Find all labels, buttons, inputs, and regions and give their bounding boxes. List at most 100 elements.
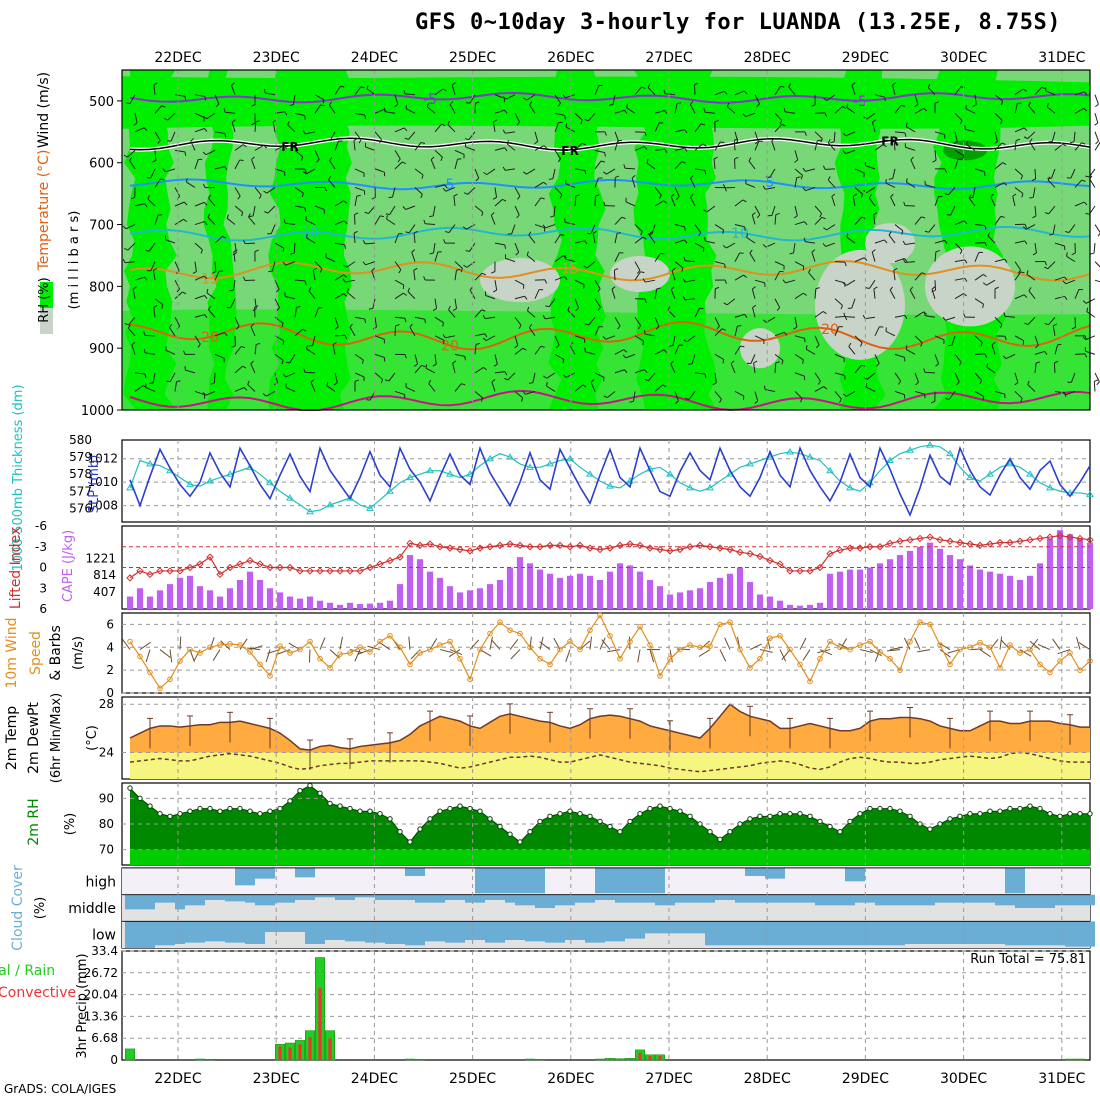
wind-barb	[312, 335, 316, 346]
wind-barb	[486, 168, 496, 176]
wind-barb-flag	[1071, 252, 1076, 256]
wind-barb-flag	[944, 240, 948, 244]
wind-barb	[394, 233, 399, 244]
cape-bar	[186, 575, 194, 609]
wind-barb-flag	[226, 214, 229, 219]
thickness-point	[246, 463, 254, 470]
ylabel-rh: RH (%)	[37, 277, 52, 322]
cape-bar	[1036, 563, 1044, 609]
precip-convective-bar	[328, 1038, 332, 1060]
wind-barb-flag	[475, 342, 481, 345]
wind-barb	[1074, 289, 1080, 299]
rh2m-point	[327, 800, 333, 807]
cape-bar	[816, 602, 824, 609]
wind-barb-flag	[528, 382, 534, 384]
wind-barb	[213, 372, 216, 383]
wind-barb	[153, 307, 156, 318]
surface-wind-barb	[699, 640, 711, 650]
wind-barb-flag	[456, 268, 461, 271]
wind-barb-flag	[333, 382, 338, 386]
wind-barb	[866, 112, 876, 120]
wind-barb-flag	[623, 349, 628, 353]
wind-barb	[694, 242, 705, 249]
wind-barb-flag	[684, 239, 688, 244]
wind-barb	[826, 224, 836, 231]
wind-barb	[774, 261, 785, 267]
precip-convective-bar	[288, 1047, 292, 1060]
cloud-bar	[725, 894, 735, 900]
cloud-bar	[325, 894, 335, 898]
lifted-point	[446, 544, 454, 552]
wind-barb	[1094, 372, 1100, 383]
wind-barb	[1034, 205, 1037, 216]
wind-barb	[1014, 335, 1024, 342]
cloud-bar	[305, 921, 315, 944]
cape-bar	[776, 600, 784, 609]
wind-barb	[574, 168, 585, 171]
wind-speed-point	[287, 650, 293, 656]
cape-bar	[336, 604, 344, 609]
cape-bar	[256, 579, 264, 609]
wind-barb	[1048, 316, 1056, 326]
wind-barb	[894, 390, 905, 396]
lifted-point	[1056, 531, 1064, 540]
cloud-bar	[645, 894, 655, 903]
wind-barb-flag	[371, 196, 376, 200]
wind-barb	[771, 205, 776, 216]
wind-barb-flag	[242, 365, 247, 369]
wind-barb-flag	[263, 190, 268, 194]
wind-barb	[413, 270, 416, 281]
cloud-bar	[865, 894, 875, 903]
wind-barb	[1004, 315, 1016, 318]
wind-barb-flag	[743, 274, 748, 278]
slp-tick-label: 1008	[87, 499, 118, 513]
wind-barb	[354, 316, 365, 320]
wind-barb-flag	[898, 380, 902, 385]
wind-barb	[914, 272, 923, 281]
wind-barb-flag	[920, 342, 923, 347]
cloud-bar	[175, 894, 185, 910]
y-tick-label: 800	[89, 280, 114, 295]
isotherm-label: -5	[423, 92, 437, 108]
cloud-bar	[835, 894, 845, 906]
rh-legend-swatch-dry	[40, 308, 53, 334]
wind-barb-flag	[362, 261, 366, 266]
wind-speed-point	[807, 678, 813, 685]
wind-speed-point	[557, 646, 563, 653]
cloud-bar	[755, 868, 765, 876]
wind-barb-flag	[157, 140, 161, 144]
thickness-point	[386, 487, 394, 494]
thickness-point	[746, 459, 754, 467]
wind-barb	[310, 382, 316, 392]
wind-barb	[546, 385, 556, 392]
wind-barb	[914, 390, 925, 395]
wind-speed-point	[987, 644, 993, 651]
cloud-bar	[475, 894, 485, 903]
bottom-date-label: 31DEC	[1038, 1071, 1085, 1087]
wind-barb	[474, 367, 484, 374]
cloud-bar	[205, 894, 215, 900]
wind-barb-flag	[212, 271, 217, 274]
cloud-bar	[575, 921, 585, 940]
wind-barb-flag	[567, 306, 570, 311]
cape-bar	[496, 579, 504, 609]
wind-barb	[214, 166, 225, 170]
wind-barb	[329, 160, 336, 170]
wind-barb	[785, 279, 796, 284]
cloud-bar	[525, 921, 535, 942]
rh2m-point	[507, 831, 513, 837]
wind-barb	[334, 274, 344, 281]
wind-barb	[374, 215, 381, 225]
wind-barb	[674, 224, 685, 228]
wind-barb	[706, 205, 716, 213]
wind-barb	[606, 391, 616, 399]
rh2m-point	[647, 805, 653, 812]
cloud-bar	[825, 894, 835, 906]
wind-speed-point	[1077, 667, 1083, 673]
wind-barb-flag	[804, 221, 808, 226]
thickness-tick-label: 578	[69, 467, 92, 481]
wind-speed-point	[757, 655, 763, 662]
wind-barb	[490, 215, 496, 225]
wind-barb-flag	[1001, 142, 1006, 145]
wind-barb	[514, 391, 524, 399]
